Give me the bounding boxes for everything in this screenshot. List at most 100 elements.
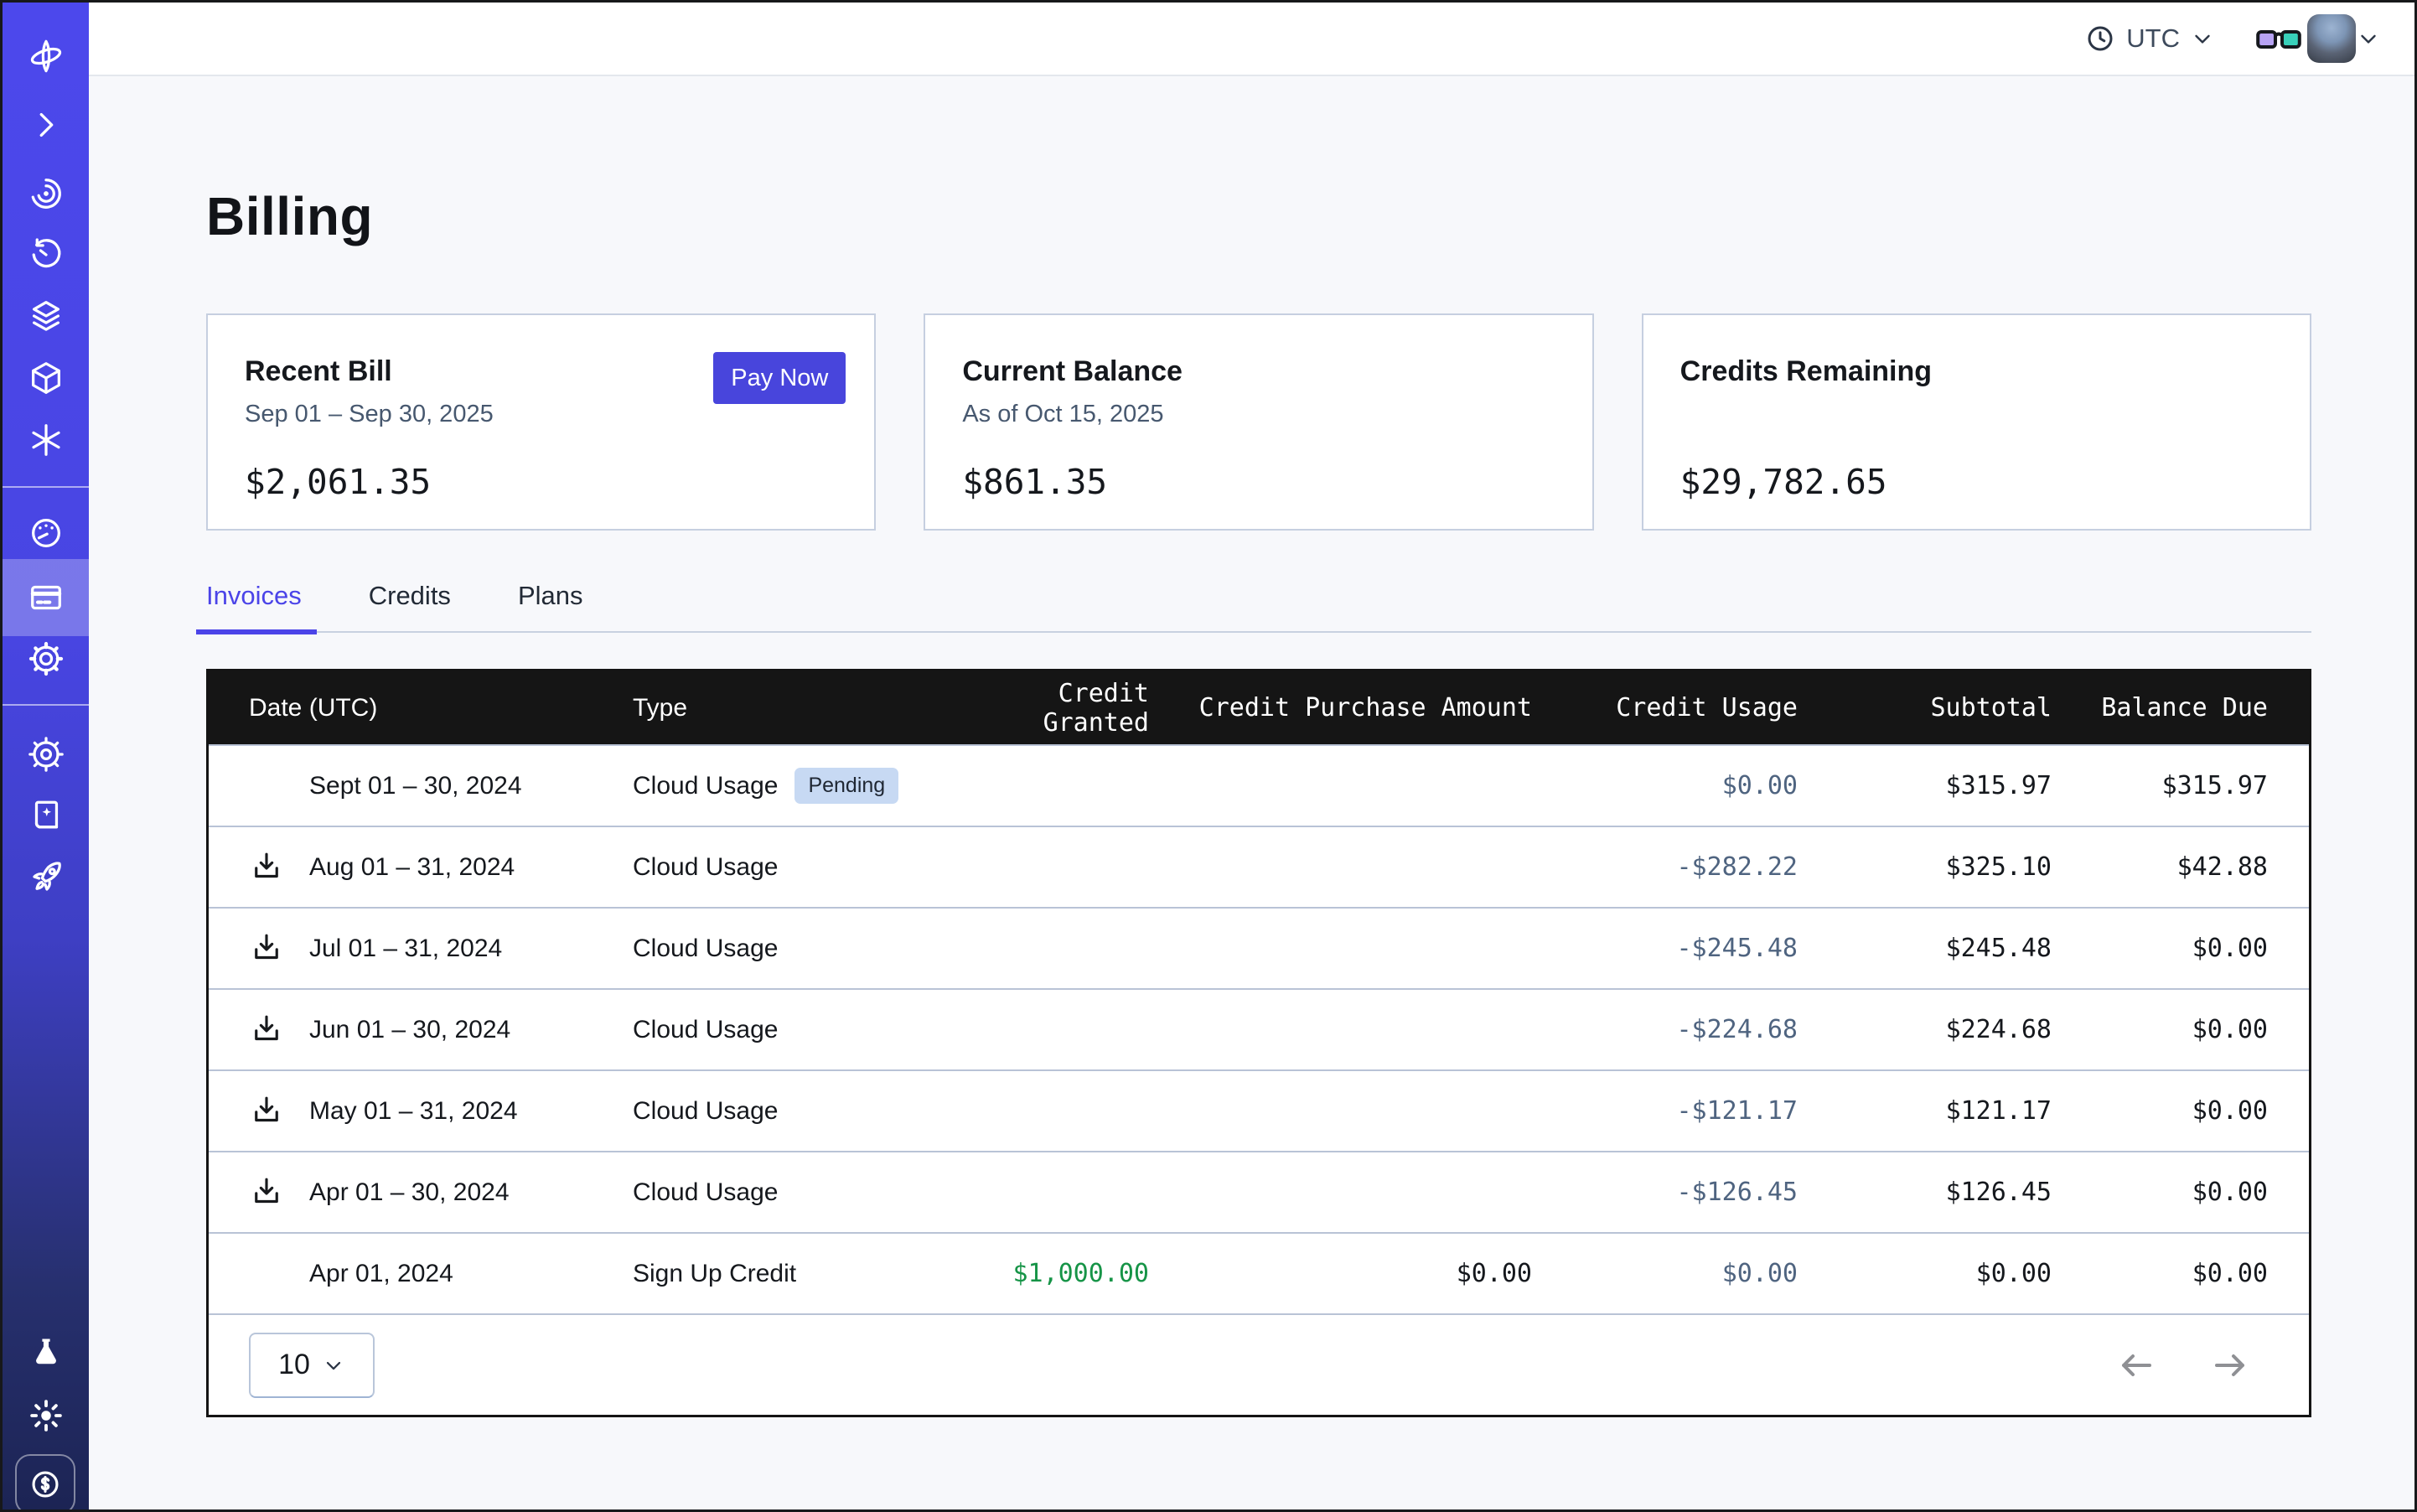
credit-usage-value: -$245.48 — [1532, 934, 1798, 963]
invoice-date: Aug 01 – 31, 2024 — [309, 853, 515, 882]
table-row: Apr 01, 2024 Sign Up Credit $1,000.00 $0… — [209, 1232, 2309, 1313]
subtotal-value: $325.10 — [1798, 852, 2052, 882]
download-invoice-icon[interactable] — [249, 1012, 284, 1048]
chevron-down-icon — [322, 1354, 345, 1377]
balance-due-value: $0.00 — [2052, 1015, 2268, 1044]
download-invoice-icon[interactable] — [249, 931, 284, 966]
billing-card-icon — [27, 578, 65, 617]
table-header-row: Date (UTC) Type Credit Granted Credit Pu… — [209, 671, 2309, 744]
gear-icon — [27, 639, 65, 678]
glasses-icon — [2255, 23, 2302, 54]
table-row: Aug 01 – 31, 2024 Cloud Usage -$282.22 $… — [209, 826, 2309, 907]
flask-icon — [27, 1333, 65, 1372]
previous-page-button[interactable] — [2116, 1345, 2156, 1385]
table-row: May 01 – 31, 2024 Cloud Usage -$121.17 $… — [209, 1069, 2309, 1151]
account-menu-chevron-icon[interactable] — [2356, 26, 2381, 51]
clock-icon — [2084, 23, 2116, 54]
credit-usage-value: -$121.17 — [1532, 1096, 1798, 1126]
sidebar-item-history[interactable] — [3, 225, 89, 284]
download-invoice-icon[interactable] — [249, 1175, 284, 1210]
credits-remaining-card: Credits Remaining $29,782.65 — [1642, 313, 2311, 531]
pagination-arrows — [2116, 1345, 2250, 1385]
history-icon — [27, 236, 65, 274]
sidebar-item-settings[interactable] — [3, 629, 89, 688]
billing-tabs: Invoices Credits Plans — [206, 581, 2311, 633]
theme-toggle[interactable] — [3, 1386, 89, 1445]
credit-purchase-value: $0.00 — [1149, 1259, 1532, 1288]
table-row: Sept 01 – 30, 2024 Cloud Usage Pending $… — [209, 744, 2309, 826]
layers-icon — [27, 297, 65, 335]
sidebar-expand-button[interactable] — [3, 96, 89, 154]
rocket-icon — [27, 858, 65, 897]
recent-bill-amount: $2,061.35 — [245, 462, 837, 502]
credit-usage-value: $0.00 — [1532, 771, 1798, 800]
card-subtitle — [1680, 401, 2273, 430]
column-header-credit-granted: Credit Granted — [955, 679, 1149, 738]
pay-now-button[interactable]: Pay Now — [713, 352, 846, 404]
page-size-select[interactable]: 10 — [249, 1333, 375, 1398]
download-invoice-icon[interactable] — [249, 850, 284, 885]
table-footer: 10 — [209, 1313, 2309, 1415]
subtotal-value: $245.48 — [1798, 934, 2052, 963]
status-badge: Pending — [794, 768, 898, 804]
card-subtitle: Sep 01 – Sep 30, 2025 — [245, 401, 837, 430]
timezone-selector[interactable]: UTC — [2084, 23, 2215, 54]
recent-bill-card: Recent Bill Sep 01 – Sep 30, 2025 $2,061… — [206, 313, 876, 531]
credit-granted-value: $1,000.00 — [955, 1259, 1149, 1288]
reader-mode-button[interactable] — [2255, 23, 2302, 54]
dollar-badge-icon — [27, 1466, 64, 1503]
user-avatar[interactable] — [2307, 14, 2356, 63]
timezone-label: UTC — [2126, 23, 2180, 54]
topbar: UTC — [89, 3, 2414, 76]
tab-credits[interactable]: Credits — [354, 581, 466, 631]
balance-due-value: $0.00 — [2052, 1259, 2268, 1288]
invoice-date: Apr 01 – 30, 2024 — [309, 1178, 510, 1207]
sidebar-item-docs[interactable] — [3, 786, 89, 845]
app-logo[interactable] — [3, 27, 89, 85]
sidebar-item-labs[interactable] — [3, 1323, 89, 1382]
book-sparkle-icon — [27, 796, 65, 835]
balance-due-value: $42.88 — [2052, 852, 2268, 882]
credits-remaining-amount: $29,782.65 — [1680, 462, 2273, 502]
subtotal-value: $224.68 — [1798, 1015, 2052, 1044]
sidebar — [3, 3, 89, 1509]
sun-icon — [27, 1396, 65, 1435]
invoice-date: Apr 01, 2024 — [309, 1260, 453, 1288]
sidebar-item-support[interactable] — [3, 725, 89, 784]
chevron-down-icon — [2190, 26, 2215, 51]
cube-icon — [27, 359, 65, 397]
balance-due-value: $0.00 — [2052, 1096, 2268, 1126]
invoice-type: Cloud Usage — [633, 853, 778, 882]
invoice-date: Sept 01 – 30, 2024 — [309, 772, 522, 800]
chevron-right-icon — [27, 106, 65, 144]
credit-usage-value: $0.00 — [1532, 1259, 1798, 1288]
sidebar-item-packages[interactable] — [3, 349, 89, 407]
main-content: Billing Recent Bill Sep 01 – Sep 30, 202… — [206, 78, 2311, 1417]
invoice-type: Cloud Usage — [633, 1016, 778, 1044]
tab-plans[interactable]: Plans — [503, 581, 598, 631]
iris-icon — [27, 174, 65, 213]
tab-invoices[interactable]: Invoices — [196, 581, 317, 631]
sidebar-item-billing[interactable] — [3, 568, 89, 627]
sidebar-item-functions[interactable] — [3, 411, 89, 469]
credit-usage-value: -$282.22 — [1532, 852, 1798, 882]
asterisk-icon — [27, 421, 65, 459]
balance-due-value: $315.97 — [2052, 771, 2268, 800]
sidebar-item-layers[interactable] — [3, 287, 89, 345]
column-header-credit-purchase: Credit Purchase Amount — [1149, 693, 1532, 722]
table-row: Jun 01 – 30, 2024 Cloud Usage -$224.68 $… — [209, 988, 2309, 1069]
next-page-button[interactable] — [2210, 1345, 2250, 1385]
current-balance-amount: $861.35 — [962, 462, 1555, 502]
column-header-subtotal: Subtotal — [1798, 693, 2052, 722]
invoice-type: Cloud Usage — [633, 935, 778, 963]
sidebar-item-usage[interactable] — [3, 504, 89, 562]
sidebar-item-getting-started[interactable] — [3, 848, 89, 907]
card-subtitle: As of Oct 15, 2025 — [962, 401, 1555, 430]
column-header-balance-due: Balance Due — [2052, 693, 2268, 722]
sidebar-item-observe[interactable] — [3, 164, 89, 223]
card-title: Credits Remaining — [1680, 354, 2273, 389]
credits-button[interactable] — [15, 1454, 75, 1512]
page-title: Billing — [206, 185, 2311, 247]
download-invoice-icon[interactable] — [249, 1094, 284, 1129]
column-header-credit-usage: Credit Usage — [1532, 693, 1798, 722]
